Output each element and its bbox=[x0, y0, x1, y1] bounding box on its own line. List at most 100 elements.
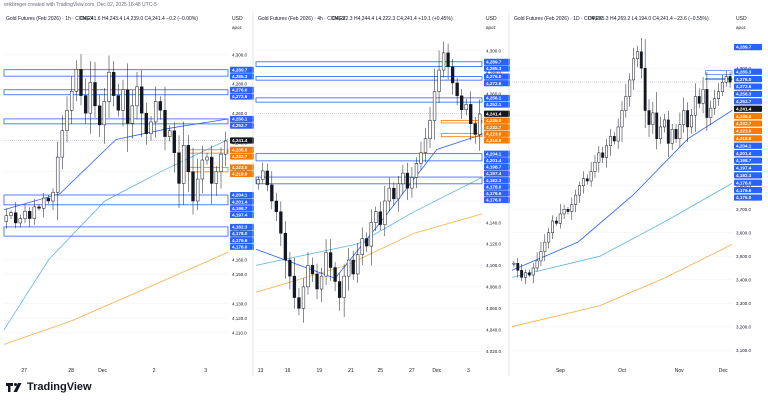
candle-body bbox=[387, 187, 391, 202]
candle-body bbox=[369, 222, 373, 247]
candle-body bbox=[51, 191, 55, 202]
price-label-text: 4,232.7 bbox=[232, 154, 248, 159]
candle-body bbox=[512, 263, 516, 265]
unit-label: apoz bbox=[232, 25, 243, 30]
x-tick-label: 2 bbox=[153, 368, 156, 374]
y-tick-label: 3,800.0 bbox=[736, 184, 752, 189]
y-tick-label: 3,700.0 bbox=[736, 207, 752, 212]
candle-body bbox=[547, 232, 551, 243]
level-zone bbox=[3, 89, 229, 96]
price-label-text: 4,289.7 bbox=[232, 67, 248, 72]
chart-title: Gold Futures (Feb 2026) · 1h · COMEX bbox=[6, 16, 94, 22]
candle-body bbox=[97, 105, 102, 126]
price-label-text: 4,219.9 bbox=[736, 136, 752, 141]
candle-body bbox=[419, 152, 423, 164]
price-label-box bbox=[230, 237, 254, 244]
candle-body bbox=[414, 163, 419, 178]
price-label-text: 4,176.6 bbox=[232, 238, 248, 243]
candle-body bbox=[195, 178, 200, 202]
candle-body bbox=[551, 220, 554, 233]
y-tick-label: 3,100.0 bbox=[736, 348, 752, 353]
ohlc-readout: O4,265.3 H4,269.2 L4,194.0 C4,241.4 −23.… bbox=[588, 16, 709, 22]
price-label-text: 4,201.4 bbox=[736, 151, 752, 156]
charts-canvas: Gold Futures (Feb 2026) · 1h · COMEX O4,2… bbox=[3, 12, 762, 376]
level-zone bbox=[3, 226, 229, 237]
x-tick-label: Oct bbox=[618, 368, 626, 374]
candle-body bbox=[167, 130, 172, 137]
candle-body bbox=[616, 126, 620, 142]
price-label-box bbox=[484, 137, 510, 144]
candle-body bbox=[261, 170, 265, 180]
candle-body bbox=[543, 241, 547, 252]
price-label-box bbox=[484, 170, 510, 177]
candle-body bbox=[301, 286, 306, 309]
candle-body bbox=[130, 105, 135, 124]
price-label-text: 4,276.0 bbox=[232, 87, 248, 92]
level-zone bbox=[705, 78, 733, 80]
y-tick-label: 4,040.0 bbox=[486, 328, 502, 333]
price-label-text: 4,223.0 bbox=[736, 129, 752, 134]
price-label-text: 4,272.6 bbox=[736, 84, 752, 89]
price-label-text: 4,182.3 bbox=[736, 173, 752, 178]
candle-body bbox=[265, 170, 269, 186]
y-tick-label: 3,200.0 bbox=[736, 325, 752, 330]
candle-body bbox=[469, 104, 473, 124]
ma-fast-line bbox=[3, 118, 229, 211]
price-label-box bbox=[484, 101, 510, 108]
candle-body bbox=[724, 76, 728, 83]
price-label-text: 4,235.0 bbox=[736, 114, 752, 119]
candle-body bbox=[223, 140, 228, 155]
candle-body bbox=[520, 270, 524, 278]
candle-body bbox=[144, 112, 149, 134]
candle-body bbox=[450, 66, 455, 84]
price-label-text: 4,182.3 bbox=[486, 178, 502, 183]
price-label-text: 4,176.6 bbox=[736, 188, 752, 193]
candle-body bbox=[274, 200, 278, 212]
candle-body bbox=[478, 113, 482, 135]
y-tick-label: 4,160.0 bbox=[232, 257, 248, 262]
price-label-box bbox=[484, 183, 510, 190]
footer-brand[interactable]: TradingView bbox=[6, 381, 92, 393]
candle-body bbox=[686, 110, 690, 128]
price-label-text: 4,289.7 bbox=[486, 59, 502, 64]
x-tick-label: 28 bbox=[68, 368, 74, 374]
candle-body bbox=[88, 82, 93, 114]
candle-body bbox=[107, 71, 111, 102]
price-label-box bbox=[484, 196, 510, 204]
price-label-box bbox=[484, 150, 510, 157]
candle-body bbox=[102, 101, 107, 126]
chart-credit: erikbreger created with TradingView.com,… bbox=[4, 2, 157, 8]
price-label-text: 4,219.9 bbox=[486, 138, 502, 143]
price-label-text: 4,204.1 bbox=[232, 193, 248, 198]
price-label-text: 4,235.0 bbox=[232, 147, 248, 152]
candle-body bbox=[65, 110, 69, 131]
ma-mid-line bbox=[511, 183, 733, 278]
candle-body bbox=[473, 123, 477, 135]
candle-body bbox=[690, 114, 693, 128]
candle-body bbox=[37, 206, 41, 209]
level-zone bbox=[3, 118, 229, 125]
price-label-box bbox=[734, 76, 762, 83]
candle-body bbox=[639, 51, 643, 69]
candle-body bbox=[401, 172, 405, 185]
candle-body bbox=[153, 101, 158, 123]
price-label-box bbox=[484, 190, 510, 197]
candle-body bbox=[283, 232, 288, 261]
price-label-text: 4,285.3 bbox=[736, 69, 752, 74]
y-tick-label: 4,120.0 bbox=[232, 316, 248, 321]
price-label-box bbox=[734, 194, 762, 201]
price-label-box bbox=[734, 83, 762, 90]
candle-body bbox=[319, 275, 324, 290]
y-tick-label: 4,300.0 bbox=[232, 52, 248, 57]
price-label-box bbox=[230, 191, 254, 199]
x-tick-label: 27 bbox=[21, 368, 27, 374]
price-label-box bbox=[230, 170, 254, 178]
chart-panel-3: Gold Futures (Feb 2026) · 1D · COMEXO4,2… bbox=[508, 12, 762, 376]
candle-body bbox=[328, 252, 333, 268]
currency-label: USD bbox=[232, 16, 243, 22]
currency-label: USD bbox=[486, 16, 497, 22]
candle-body bbox=[713, 98, 717, 109]
price-label-box bbox=[734, 120, 762, 127]
candle-body bbox=[360, 238, 364, 255]
candle-body bbox=[83, 95, 88, 114]
